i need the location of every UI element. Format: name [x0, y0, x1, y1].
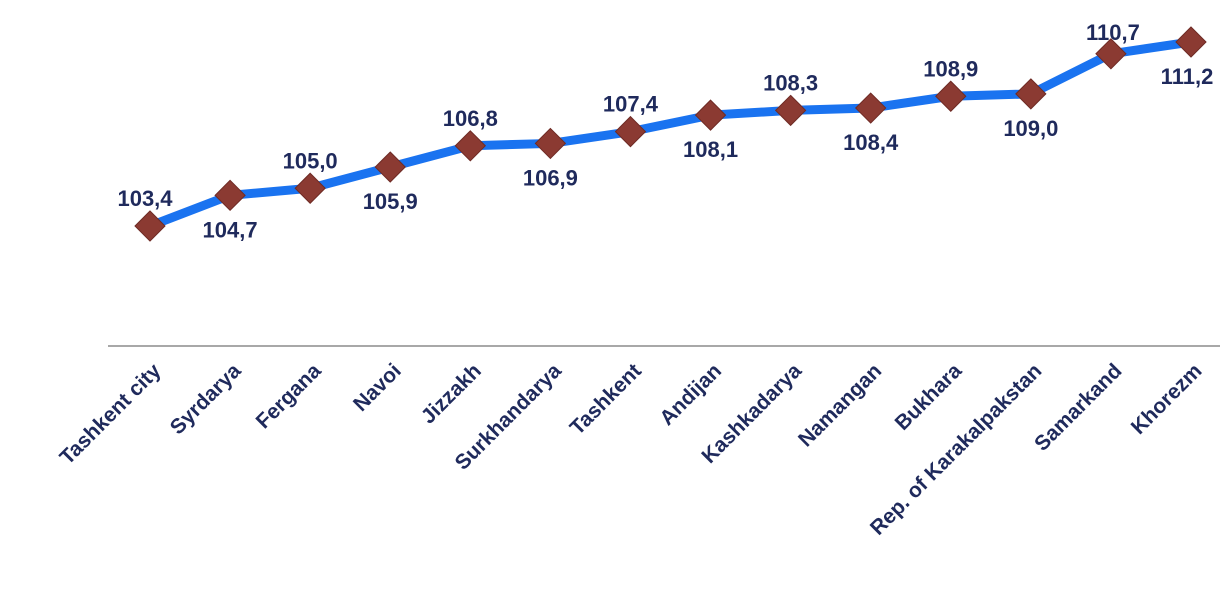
data-point-marker: [294, 172, 326, 204]
data-point-marker: [1015, 78, 1047, 110]
data-value-label: 105,0: [283, 148, 338, 173]
data-point-marker: [614, 115, 647, 148]
data-value-label: 108,9: [923, 56, 978, 81]
data-value-label: 104,7: [203, 217, 258, 242]
x-tick-label: Bukhara: [891, 359, 967, 435]
data-value-label: 108,3: [763, 70, 818, 95]
data-point-marker: [374, 151, 406, 183]
data-point-marker: [454, 130, 487, 162]
data-value-label: 106,8: [443, 106, 498, 131]
x-tick-label: Rep. of Karakalpakstan: [866, 359, 1047, 540]
data-point-marker: [935, 80, 967, 112]
data-value-label: 105,9: [363, 189, 418, 214]
x-tick-label: Khorezm: [1127, 359, 1207, 439]
data-value-label: 111,2: [1161, 64, 1214, 89]
x-tick-label: Tashkent: [566, 359, 646, 439]
x-tick-label: Andijan: [655, 359, 726, 430]
data-value-label: 108,1: [683, 137, 738, 162]
x-tick-label: Namangan: [794, 359, 886, 451]
data-value-label: 110,7: [1086, 20, 1140, 45]
data-point-marker: [134, 210, 166, 242]
x-tick-label: Tashkent city: [55, 359, 165, 469]
data-value-label: 107,4: [603, 92, 659, 117]
x-tick-label: Syrdarya: [166, 359, 246, 439]
x-tick-label: Navoi: [349, 359, 406, 416]
x-tick-label: Fergana: [252, 359, 326, 433]
data-point-marker: [534, 127, 567, 160]
data-value-label: 106,9: [523, 165, 578, 190]
data-point-marker: [694, 99, 727, 131]
data-point-marker: [774, 94, 807, 127]
x-tick-label: Jizzakh: [417, 359, 486, 428]
data-value-label: 109,0: [1003, 116, 1058, 141]
data-point-marker: [1175, 26, 1207, 58]
data-point-marker: [1095, 38, 1127, 70]
data-value-label: 103,4: [117, 186, 173, 211]
data-point-marker: [854, 92, 887, 124]
data-point-marker: [214, 179, 246, 212]
data-value-label: 108,4: [843, 130, 899, 155]
